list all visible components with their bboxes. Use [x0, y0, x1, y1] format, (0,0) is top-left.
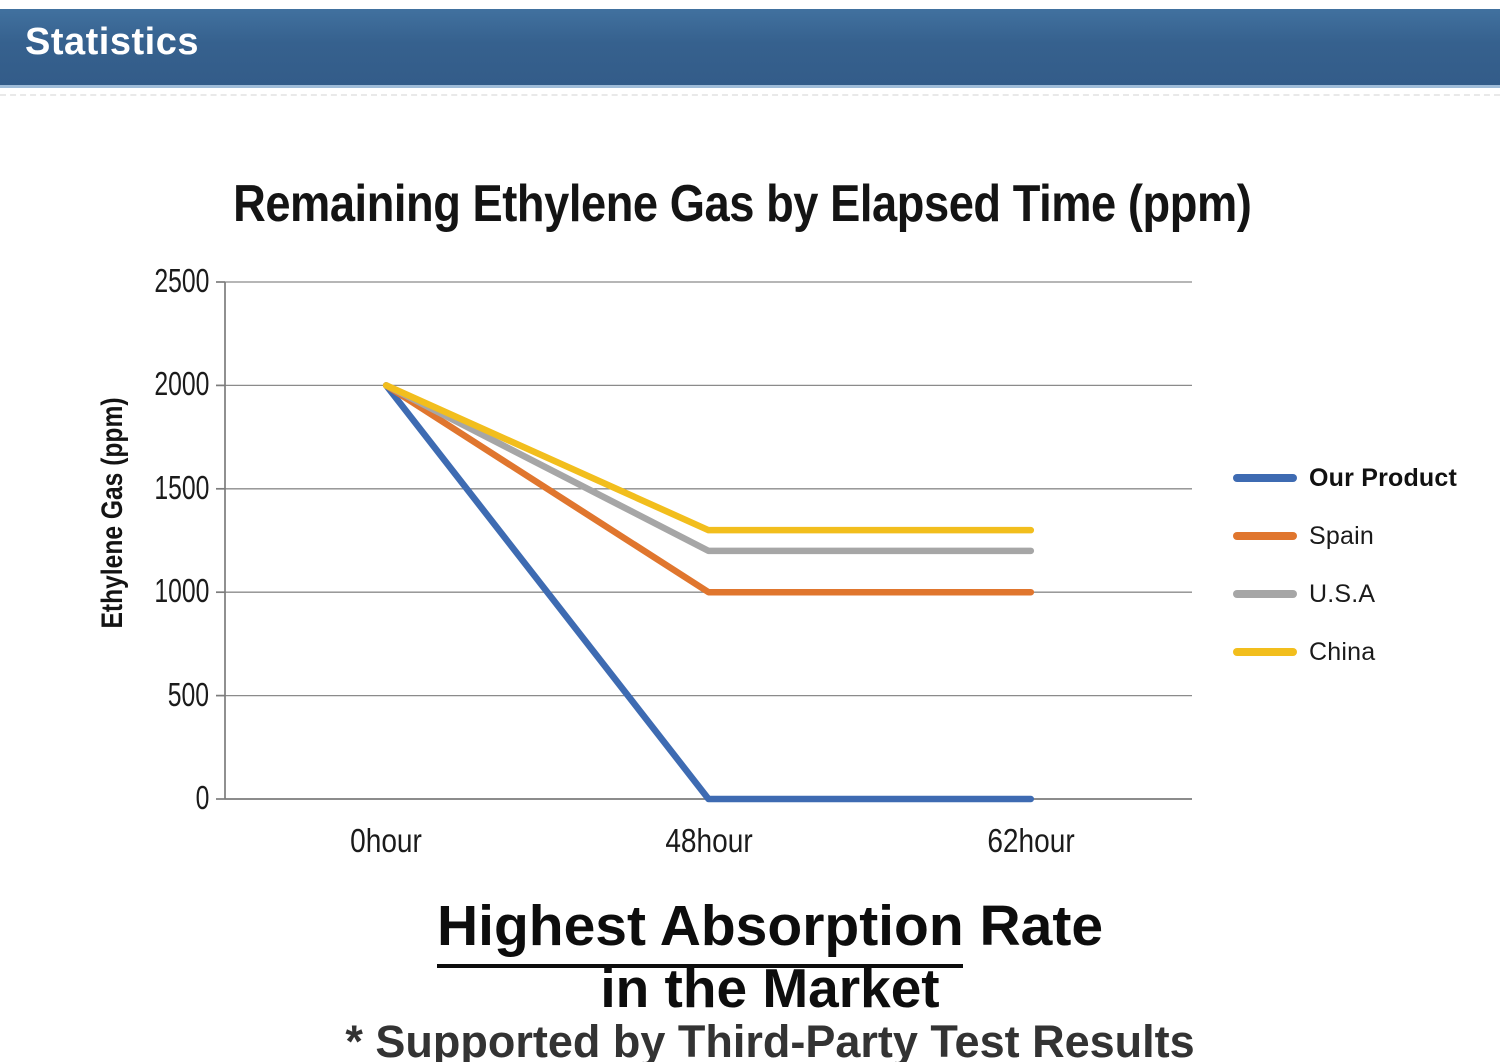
footer-headline: Highest Absorption Rate: [436, 893, 1104, 968]
y-axis-tick-labels: 0 500 1000 1500 2000 2500: [154, 262, 1192, 816]
y-tick-label: 1000: [153, 572, 209, 610]
legend-label-china: China: [1309, 637, 1376, 666]
page-title: Statistics: [25, 20, 199, 63]
y-tick-label: 0: [195, 779, 209, 817]
series-line-spain: [382, 382, 1035, 596]
legend-label-spain: Spain: [1309, 521, 1374, 550]
y-tick-label: 1500: [153, 469, 209, 507]
x-axis-tick-labels: 0hour 48hour 62hour: [225, 282, 1192, 859]
x-tick-label: 62hour: [987, 822, 1075, 859]
legend-row-china: China: [1233, 623, 1457, 681]
chart-legend: Our Product Spain U.S.A China: [1233, 449, 1457, 681]
header-divider: [0, 94, 1500, 96]
chart-title-text: Remaining Ethylene Gas by Elapsed Time (…: [232, 175, 1252, 233]
footer-headline-row: Highest Absorption Rate: [40, 893, 1500, 968]
y-tick-label: 500: [167, 675, 209, 713]
series-line-china: [382, 382, 1035, 534]
series-line-our-product: [382, 382, 1035, 803]
legend-swatch-our-product: [1233, 474, 1297, 482]
x-tick-label: 48hour: [664, 822, 753, 859]
legend-row-spain: Spain: [1233, 507, 1457, 565]
y-axis-title-text: Ethylene Gas (ppm): [96, 397, 129, 629]
plot-area: [216, 281, 1192, 803]
legend-swatch-u-s-a: [1233, 590, 1297, 598]
header-banner: Statistics: [0, 9, 1500, 88]
y-tick-label: 2000: [153, 365, 209, 403]
series-line-u-s-a: [382, 382, 1035, 555]
legend-swatch-spain: [1233, 532, 1297, 540]
legend-label-u-s-a: U.S.A: [1309, 579, 1376, 608]
x-tick-label: 0hour: [350, 822, 423, 859]
chart-title: Remaining Ethylene Gas by Elapsed Time (…: [0, 174, 1484, 234]
y-tick-label: 2500: [153, 262, 209, 300]
legend-label-our-product: Our Product: [1309, 463, 1458, 492]
legend-row-our-product: Our Product: [1233, 449, 1457, 507]
line-chart-svg: [216, 281, 1192, 803]
legend-row-u-s-a: U.S.A: [1233, 565, 1457, 623]
footer-subheadline: in the Market: [600, 957, 940, 1019]
footer-note: * Supported by Third-Party Test Results: [345, 1016, 1195, 1062]
legend-swatch-china: [1233, 648, 1297, 656]
